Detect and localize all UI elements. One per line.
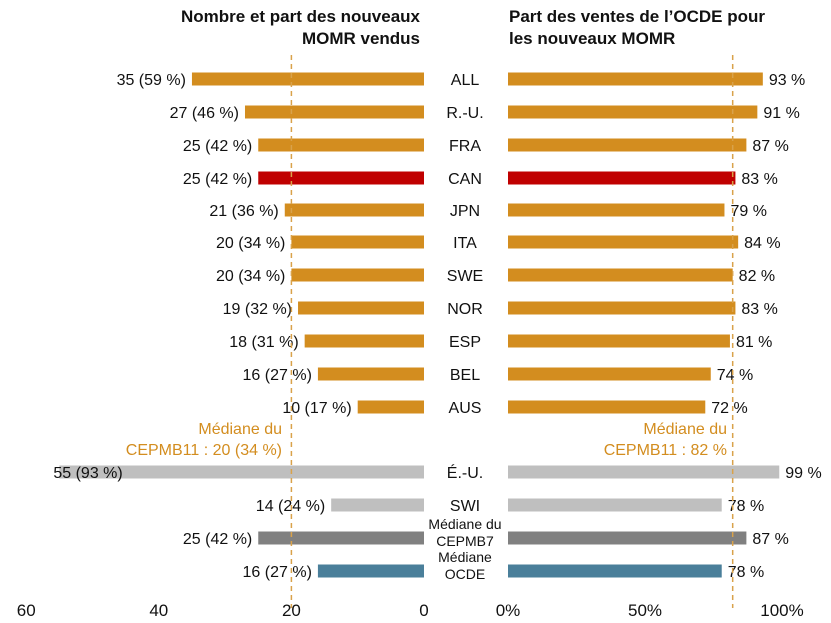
left-value-label-14: 16 (27 %) [243,564,312,581]
right-panel-title-line-1: les nouveaux MOMR [509,29,675,48]
right-value-label-8: 81 % [736,334,772,351]
category-label-2: FRA [449,138,481,155]
right-bar-12 [508,498,722,512]
category-label-11: É.-U. [447,463,483,482]
right-value-label-5: 84 % [744,235,780,252]
category-label-5: ITA [453,235,477,252]
right-median-label-line-1: CEPMB11 : 82 % [604,442,727,459]
right-bar-6 [508,268,733,282]
left-value-label-8: 18 (31 %) [229,334,298,351]
right-value-label-0: 93 % [769,72,805,89]
left-axis-tick-1: 40 [149,601,168,620]
left-bar-3 [258,171,424,185]
left-median-label-line-0: Médiane du [198,421,282,438]
category-label-0: ALL [451,72,480,89]
left-bar-4 [284,203,424,217]
right-bar-1 [508,105,758,119]
left-bar-0 [191,72,424,86]
category-label-1: R.-U. [446,105,483,122]
left-panel-title-line-1: MOMR vendus [302,29,420,48]
right-bar-11 [508,465,780,479]
category-label-12: SWI [450,498,480,515]
left-value-label-10: 10 (17 %) [282,400,351,417]
category-label-7: NOR [447,301,483,318]
category-label-13-line-0: Médiane du [428,516,501,532]
right-bar-5 [508,235,739,249]
right-bar-9 [508,367,711,381]
left-value-label-6: 20 (34 %) [216,268,285,285]
right-panel-title-line-0: Part des ventes de l’OCDE pour [509,7,765,26]
left-value-label-0: 35 (59 %) [117,72,186,89]
left-panel-title-line-0: Nombre et part des nouveaux [181,7,421,26]
category-label-14-line-1: OCDE [445,566,485,582]
category-label-4: JPN [450,203,480,220]
left-value-label-13: 25 (42 %) [183,531,252,548]
left-bar-8 [304,334,424,348]
right-bar-0 [508,72,763,86]
right-value-label-10: 72 % [711,400,747,417]
right-bar-7 [508,301,736,315]
left-bar-11 [59,465,424,479]
right-value-label-12: 78 % [728,498,764,515]
left-value-label-3: 25 (42 %) [183,171,252,188]
left-value-label-7: 19 (32 %) [223,301,292,318]
right-value-label-9: 74 % [717,367,753,384]
left-value-label-4: 21 (36 %) [209,203,278,220]
category-label-9: BEL [450,367,480,384]
left-bar-9 [317,367,424,381]
category-label-13-line-1: CEPMB7 [436,533,494,549]
right-median-label-line-0: Médiane du [643,421,727,438]
left-axis-tick-2: 20 [282,601,301,620]
left-bar-7 [298,301,424,315]
right-bar-2 [508,138,747,152]
left-bar-2 [258,138,424,152]
right-value-label-7: 83 % [741,301,777,318]
left-bar-5 [291,235,424,249]
category-label-3: CAN [448,171,482,188]
left-bar-6 [291,268,424,282]
left-value-label-9: 16 (27 %) [243,367,312,384]
right-value-label-6: 82 % [739,268,775,285]
category-label-14-line-0: Médiane [438,549,492,565]
right-value-label-4: 79 % [730,203,766,220]
left-axis-tick-0: 60 [17,601,36,620]
right-value-label-2: 87 % [752,138,788,155]
left-value-label-5: 20 (34 %) [216,235,285,252]
left-value-label-1: 27 (46 %) [170,105,239,122]
right-bar-3 [508,171,736,185]
right-value-label-3: 83 % [741,171,777,188]
left-bar-10 [357,400,424,414]
right-bar-14 [508,564,722,578]
right-bar-10 [508,400,706,414]
left-value-label-2: 25 (42 %) [183,138,252,155]
left-median-label-line-1: CEPMB11 : 20 (34 %) [126,442,282,459]
left-bar-14 [317,564,424,578]
right-axis-tick-1: 50% [628,601,662,620]
category-label-6: SWE [447,268,483,285]
category-label-8: ESP [449,334,481,351]
left-bar-12 [331,498,424,512]
left-axis-tick-3: 0 [419,601,428,620]
right-bar-4 [508,203,725,217]
left-bar-1 [244,105,424,119]
right-value-label-13: 87 % [752,531,788,548]
right-bar-8 [508,334,730,348]
right-value-label-11: 99 % [785,465,821,482]
right-bar-13 [508,531,747,545]
left-value-label-11: 55 (93 %) [53,465,122,482]
category-label-10: AUS [449,400,482,417]
left-bar-13 [258,531,424,545]
right-axis-tick-0: 0% [496,601,521,620]
right-axis-tick-2: 100% [760,601,803,620]
right-value-label-14: 78 % [728,564,764,581]
right-value-label-1: 91 % [763,105,799,122]
left-value-label-12: 14 (24 %) [256,498,325,515]
